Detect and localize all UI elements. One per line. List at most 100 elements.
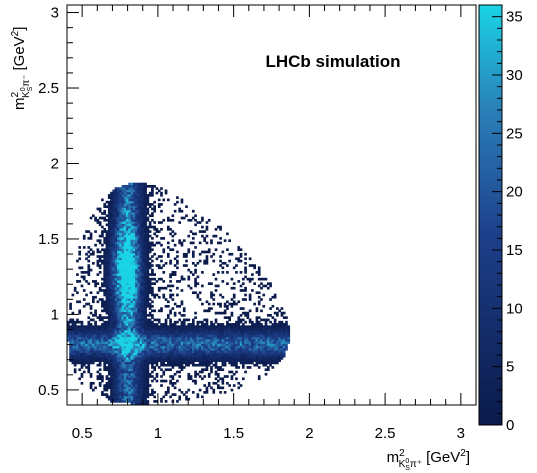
histogram-cell bbox=[210, 354, 213, 358]
histogram-cell bbox=[78, 266, 82, 270]
histogram-cell bbox=[151, 259, 154, 263]
histogram-cell bbox=[137, 314, 141, 317]
histogram-cell bbox=[126, 388, 129, 392]
histogram-cell bbox=[78, 332, 82, 335]
histogram-cell bbox=[85, 252, 88, 256]
histogram-cell bbox=[105, 323, 109, 326]
histogram-cell bbox=[262, 352, 266, 356]
histogram-cell bbox=[219, 354, 222, 358]
histogram-cell bbox=[226, 332, 229, 335]
histogram-cell bbox=[262, 318, 266, 322]
histogram-cell bbox=[187, 284, 191, 288]
histogram-cell bbox=[203, 384, 206, 387]
histogram-cell bbox=[173, 357, 177, 360]
histogram-cell bbox=[98, 259, 102, 263]
histogram-cell bbox=[98, 348, 102, 351]
histogram-cell bbox=[91, 361, 95, 365]
histogram-cell bbox=[139, 230, 143, 233]
histogram-cell bbox=[257, 361, 261, 365]
histogram-cell bbox=[203, 352, 206, 356]
histogram-cell bbox=[128, 212, 132, 215]
histogram-cell bbox=[137, 350, 141, 353]
histogram-cell bbox=[116, 323, 120, 326]
histogram-cell bbox=[235, 361, 238, 365]
histogram-cell bbox=[246, 343, 250, 347]
histogram-cell bbox=[148, 302, 152, 306]
histogram-cell bbox=[67, 323, 70, 326]
histogram-cell bbox=[285, 323, 288, 326]
histogram-cell bbox=[219, 255, 222, 258]
histogram-cell bbox=[139, 182, 143, 186]
histogram-cell bbox=[205, 348, 209, 351]
histogram-cell bbox=[101, 393, 104, 396]
histogram-cell bbox=[146, 203, 150, 206]
histogram-cell bbox=[141, 341, 145, 344]
histogram-cell bbox=[257, 327, 261, 331]
histogram-cell bbox=[219, 304, 222, 308]
histogram-cell bbox=[121, 325, 125, 329]
histogram-cell bbox=[280, 352, 284, 356]
histogram-cell bbox=[112, 372, 116, 376]
histogram-cell bbox=[205, 391, 209, 394]
histogram-cell bbox=[244, 293, 247, 297]
histogram-cell bbox=[128, 234, 132, 238]
histogram-cell bbox=[194, 350, 197, 353]
histogram-cell bbox=[126, 255, 129, 258]
histogram-cell bbox=[148, 304, 152, 308]
histogram-cell bbox=[164, 400, 168, 403]
histogram-cell bbox=[144, 275, 147, 279]
histogram-cell bbox=[153, 282, 157, 285]
histogram-cell bbox=[216, 354, 220, 358]
histogram-cell bbox=[128, 289, 132, 292]
histogram-cell bbox=[194, 223, 197, 227]
histogram-cell bbox=[85, 366, 88, 369]
histogram-cell bbox=[146, 395, 150, 399]
histogram-cell bbox=[116, 309, 120, 313]
histogram-cell bbox=[71, 345, 75, 349]
histogram-cell bbox=[123, 295, 127, 299]
histogram-cell bbox=[114, 248, 118, 252]
histogram-cell bbox=[169, 359, 172, 362]
histogram-cell bbox=[255, 345, 259, 349]
histogram-cell bbox=[128, 223, 132, 227]
histogram-cell bbox=[135, 400, 138, 403]
histogram-cell bbox=[137, 375, 141, 378]
histogram-cell bbox=[226, 338, 229, 342]
histogram-cell bbox=[144, 393, 147, 396]
histogram-cell bbox=[226, 316, 229, 319]
histogram-cell bbox=[107, 341, 111, 344]
histogram-cell bbox=[135, 372, 138, 376]
histogram-cell bbox=[237, 336, 241, 340]
histogram-cell bbox=[214, 336, 218, 340]
histogram-cell bbox=[262, 359, 266, 362]
histogram-cell bbox=[253, 325, 256, 329]
histogram-cell bbox=[216, 368, 220, 372]
histogram-cell bbox=[189, 348, 193, 351]
histogram-cell bbox=[178, 304, 182, 308]
histogram-cell bbox=[148, 354, 152, 358]
histogram-cell bbox=[198, 359, 202, 362]
histogram-cell bbox=[178, 207, 182, 211]
histogram-cell bbox=[137, 252, 141, 256]
histogram-cell bbox=[128, 187, 132, 190]
histogram-cell bbox=[203, 239, 206, 242]
histogram-cell bbox=[135, 379, 138, 383]
histogram-cell bbox=[89, 352, 93, 356]
histogram-cell bbox=[237, 300, 241, 304]
histogram-cell bbox=[280, 341, 284, 344]
histogram-cell bbox=[173, 341, 177, 344]
histogram-cell bbox=[110, 252, 113, 256]
histogram-cell bbox=[141, 366, 145, 369]
histogram-cell bbox=[241, 277, 245, 281]
histogram-cell bbox=[121, 237, 125, 240]
histogram-cell bbox=[78, 327, 82, 331]
histogram-cell bbox=[216, 379, 220, 383]
histogram-cell bbox=[148, 203, 152, 206]
histogram-cell bbox=[180, 368, 184, 372]
histogram-cell bbox=[257, 359, 261, 362]
histogram-cell bbox=[130, 348, 134, 351]
histogram-cell bbox=[228, 332, 231, 335]
histogram-cell bbox=[121, 194, 125, 197]
histogram-cell bbox=[103, 293, 107, 297]
histogram-cell bbox=[80, 327, 84, 331]
